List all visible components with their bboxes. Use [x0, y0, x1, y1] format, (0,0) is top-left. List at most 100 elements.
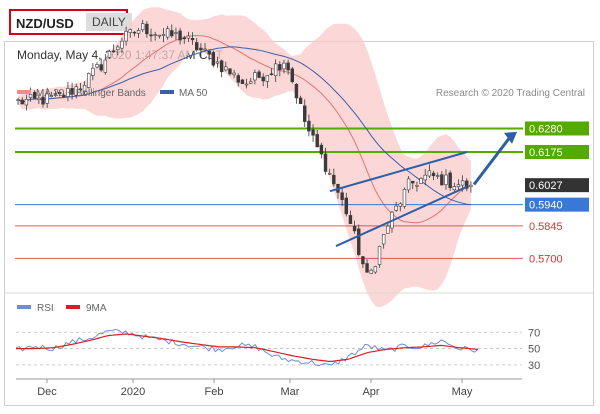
candle-body — [340, 192, 344, 200]
candle-body — [107, 51, 112, 58]
price-tag-0.5940 — [525, 197, 589, 212]
candle-body — [469, 184, 473, 187]
ma50-line — [17, 46, 471, 206]
price-label-0.5700: 0.5700 — [529, 253, 563, 265]
candle-body — [373, 266, 378, 273]
rsi-ma-legend-swatch — [66, 305, 80, 309]
price-tag-0.6027 — [525, 178, 589, 193]
candle-body — [45, 93, 49, 104]
candle-body — [327, 172, 332, 175]
candle-body — [282, 62, 286, 70]
candle-body — [132, 31, 137, 34]
candle-body — [298, 97, 303, 104]
candle-body — [28, 93, 33, 99]
candle-body — [452, 186, 457, 191]
candle-body — [91, 67, 95, 76]
candle-body — [70, 88, 74, 95]
candle-body — [398, 203, 402, 207]
candle-body — [365, 263, 369, 273]
candle-body — [427, 170, 432, 177]
candle-body — [203, 48, 207, 51]
candle-body — [265, 75, 270, 82]
candle-body — [253, 72, 257, 81]
candle-body — [66, 88, 70, 97]
pair-label: NZD/USD — [16, 16, 74, 31]
candle-body — [357, 228, 361, 255]
x-tick-label: May — [452, 386, 473, 398]
candle-body — [78, 88, 83, 91]
candle-body — [199, 47, 203, 51]
rsi-ma-legend-label: 9MA — [86, 303, 107, 314]
candle-body — [394, 205, 398, 211]
price-tag-0.6280 — [525, 121, 589, 136]
timeframe-badge[interactable]: DAILY — [86, 13, 132, 31]
candle-body — [24, 99, 29, 106]
candle-body — [211, 52, 216, 66]
candle-body — [228, 68, 232, 75]
candle-body — [215, 61, 220, 64]
channel-upper-line — [329, 151, 468, 193]
candle-body — [269, 73, 274, 75]
channel-lower-line — [335, 185, 468, 247]
x-tick-label: 2020 — [121, 386, 145, 398]
credit-text: Research © 2020 Trading Central — [436, 88, 585, 99]
candle-body — [311, 129, 315, 136]
x-tick-label: Dec — [37, 386, 57, 398]
candle-body — [240, 79, 245, 84]
ma50-legend-swatch — [160, 90, 174, 94]
candle-body — [170, 30, 174, 37]
price-tag-text-0.5940: 0.5940 — [529, 200, 563, 212]
candle-body — [344, 197, 348, 215]
candle-body — [41, 96, 45, 105]
candle-body — [37, 97, 41, 100]
candle-body — [257, 71, 261, 78]
candle-body — [145, 23, 149, 35]
chart-frame — [4, 41, 594, 406]
candle-body — [323, 153, 328, 172]
candle-body — [332, 174, 336, 185]
candle-body — [190, 37, 195, 41]
candle-body — [161, 34, 166, 36]
target-arrow-head — [504, 131, 517, 144]
symbol-header: NZD/USD DAILY — [9, 9, 132, 35]
candle-body — [120, 40, 124, 49]
candle-body — [87, 73, 91, 88]
candle-body — [419, 178, 423, 184]
candle-body — [431, 172, 436, 177]
candle-body — [99, 64, 103, 71]
candle-body — [406, 178, 411, 191]
candle-body — [402, 188, 407, 207]
candle-body — [460, 180, 465, 186]
candle-body — [290, 68, 294, 83]
candle-body — [174, 32, 178, 34]
candle-body — [53, 93, 58, 95]
rsi-tick-50: 50 — [528, 344, 540, 356]
candle-body — [224, 66, 228, 71]
candle-body — [95, 64, 99, 68]
candle-body — [82, 84, 87, 92]
candle-body — [423, 174, 427, 181]
candle-body — [440, 174, 444, 186]
x-tick-label: Apr — [362, 386, 379, 398]
target-arrow-shaft — [472, 134, 513, 186]
candle-body — [16, 99, 20, 101]
candle-body — [386, 225, 390, 234]
candle-body — [149, 34, 153, 37]
rsi-ma-line — [16, 333, 479, 362]
candle-body — [74, 86, 78, 96]
candle-body — [319, 144, 324, 155]
candle-body — [182, 37, 186, 40]
candle-body — [128, 29, 132, 33]
candle-body — [456, 184, 461, 188]
candle-body — [249, 81, 253, 84]
candle-body — [377, 246, 382, 265]
candle-body — [136, 30, 141, 34]
candle-body — [352, 225, 357, 232]
price-tag-text-0.6175: 0.6175 — [529, 147, 563, 159]
candle-body — [103, 59, 108, 73]
candle-body — [236, 75, 240, 83]
x-tick-label: Mar — [281, 386, 300, 398]
candle-body — [278, 64, 282, 71]
candle-body — [261, 76, 265, 82]
